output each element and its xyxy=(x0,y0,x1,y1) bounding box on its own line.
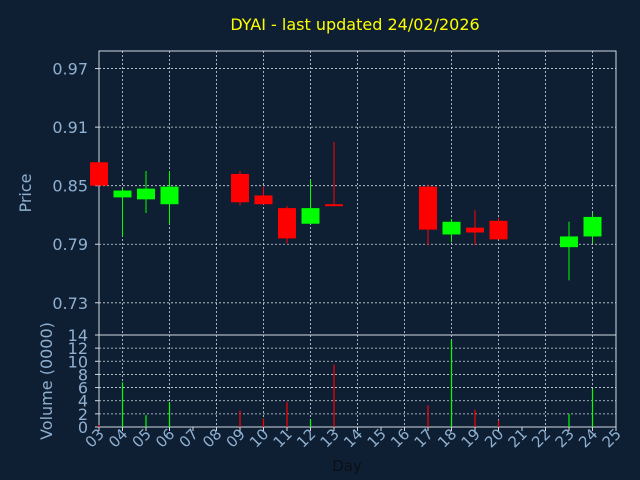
candle-body xyxy=(489,220,508,240)
candle-body xyxy=(583,216,602,237)
day-tick-label: 22 xyxy=(528,425,554,451)
day-tick-label: 06 xyxy=(152,425,178,451)
candle-body xyxy=(301,208,320,224)
volume-tick-label: 12 xyxy=(68,339,88,358)
volume-bars xyxy=(98,340,594,427)
volume-tick-label: 0 xyxy=(78,418,88,437)
day-tick-label: 25 xyxy=(599,425,625,451)
candle-body xyxy=(325,204,343,207)
price-axis-label: Price xyxy=(16,173,35,212)
volume-gridlines xyxy=(95,334,616,428)
candle-body xyxy=(254,195,273,205)
volume-tick-label: 10 xyxy=(68,352,88,371)
day-tick-label: 18 xyxy=(434,425,460,451)
candle-body xyxy=(113,190,132,198)
candle-body xyxy=(231,173,249,203)
day-tick-label: 14 xyxy=(340,425,366,451)
price-tick-label: 0.85 xyxy=(52,177,88,196)
volume-tick-label: 6 xyxy=(78,379,88,398)
day-tick-label: 16 xyxy=(387,425,413,451)
day-tick-labels: 0304050607080910111213141516171819202122… xyxy=(82,425,625,451)
chart-title: DYAI - last updated 24/02/2026 xyxy=(230,15,479,34)
candle-body xyxy=(137,188,155,200)
day-tick-label: 24 xyxy=(575,425,601,451)
day-tick-label: 12 xyxy=(293,425,319,451)
day-tick-label: 04 xyxy=(105,425,131,451)
day-tick-label: 15 xyxy=(364,425,390,451)
volume-tick-label: 4 xyxy=(78,392,88,411)
day-tick-label: 11 xyxy=(270,425,296,451)
day-tick-label: 05 xyxy=(129,425,155,451)
candle-body xyxy=(90,162,108,186)
day-axis-label: Day xyxy=(332,457,362,475)
candle-body xyxy=(466,227,484,233)
candle-body xyxy=(160,186,179,205)
candle-body xyxy=(419,186,437,230)
day-tick-label: 07 xyxy=(176,425,202,451)
day-tick-label: 23 xyxy=(552,425,578,451)
day-tick-label: 09 xyxy=(223,425,249,451)
price-tick-label: 0.73 xyxy=(52,294,88,313)
price-panel: 0.97 0.91 0.85 0.79 0.73 Price xyxy=(16,50,617,336)
day-tick-label: 10 xyxy=(246,425,272,451)
day-tick-label: 08 xyxy=(199,425,225,451)
candle-body xyxy=(560,236,578,248)
candle-body xyxy=(278,208,296,239)
price-tick-label: 0.97 xyxy=(52,60,88,79)
price-tick-label: 0.91 xyxy=(52,118,88,137)
price-y-tick-labels: 0.97 0.91 0.85 0.79 0.73 xyxy=(52,60,88,313)
candlesticks xyxy=(90,141,602,281)
day-tick-label: 20 xyxy=(481,425,507,451)
volume-tick-label: 14 xyxy=(68,326,88,345)
volume-axis-label: Volume (0000) xyxy=(37,322,56,440)
day-tick-label: 13 xyxy=(317,425,343,451)
candle-body xyxy=(442,221,461,235)
day-tick-label: 21 xyxy=(505,425,531,451)
volume-tick-label: 2 xyxy=(78,405,88,424)
day-tick-label: 17 xyxy=(411,425,437,451)
day-tick-label: 19 xyxy=(458,425,484,451)
volume-tick-label: 8 xyxy=(78,365,88,384)
price-tick-label: 0.79 xyxy=(52,235,88,254)
